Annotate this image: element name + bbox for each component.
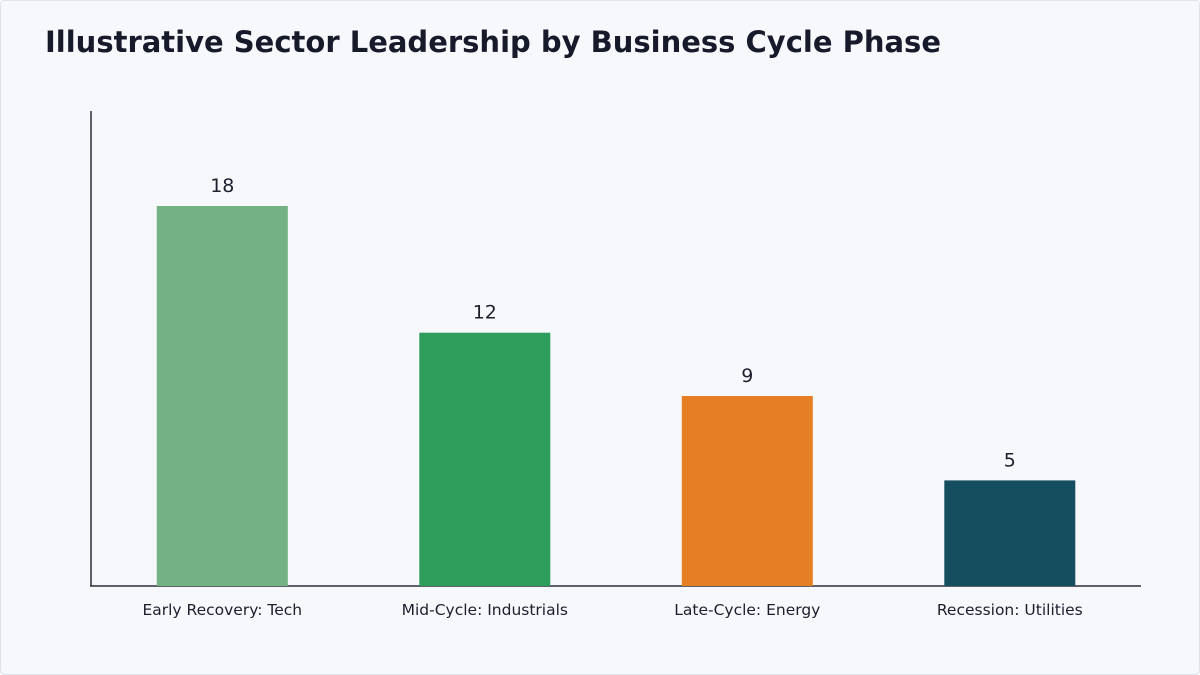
- x-tick-label: Recession: Utilities: [937, 601, 1083, 619]
- bar: [156, 206, 288, 586]
- bar-value-label: 18: [210, 175, 234, 197]
- bar-value-label: 5: [1004, 449, 1016, 471]
- bar: [419, 332, 551, 586]
- bar-value-label: 9: [741, 365, 753, 387]
- x-tick-label: Early Recovery: Tech: [142, 601, 302, 619]
- bar: [681, 396, 813, 586]
- x-tick-label: Mid-Cycle: Industrials: [402, 601, 568, 619]
- bars-group: 18 Early Recovery: Tech 12 Mid-Cycle: Indus…: [142, 175, 1082, 619]
- x-tick-label: Late-Cycle: Energy: [674, 601, 820, 619]
- chart-title: Illustrative Sector Leadership by Busine…: [45, 25, 941, 59]
- bar: [944, 480, 1076, 586]
- bar-value-label: 12: [473, 302, 497, 324]
